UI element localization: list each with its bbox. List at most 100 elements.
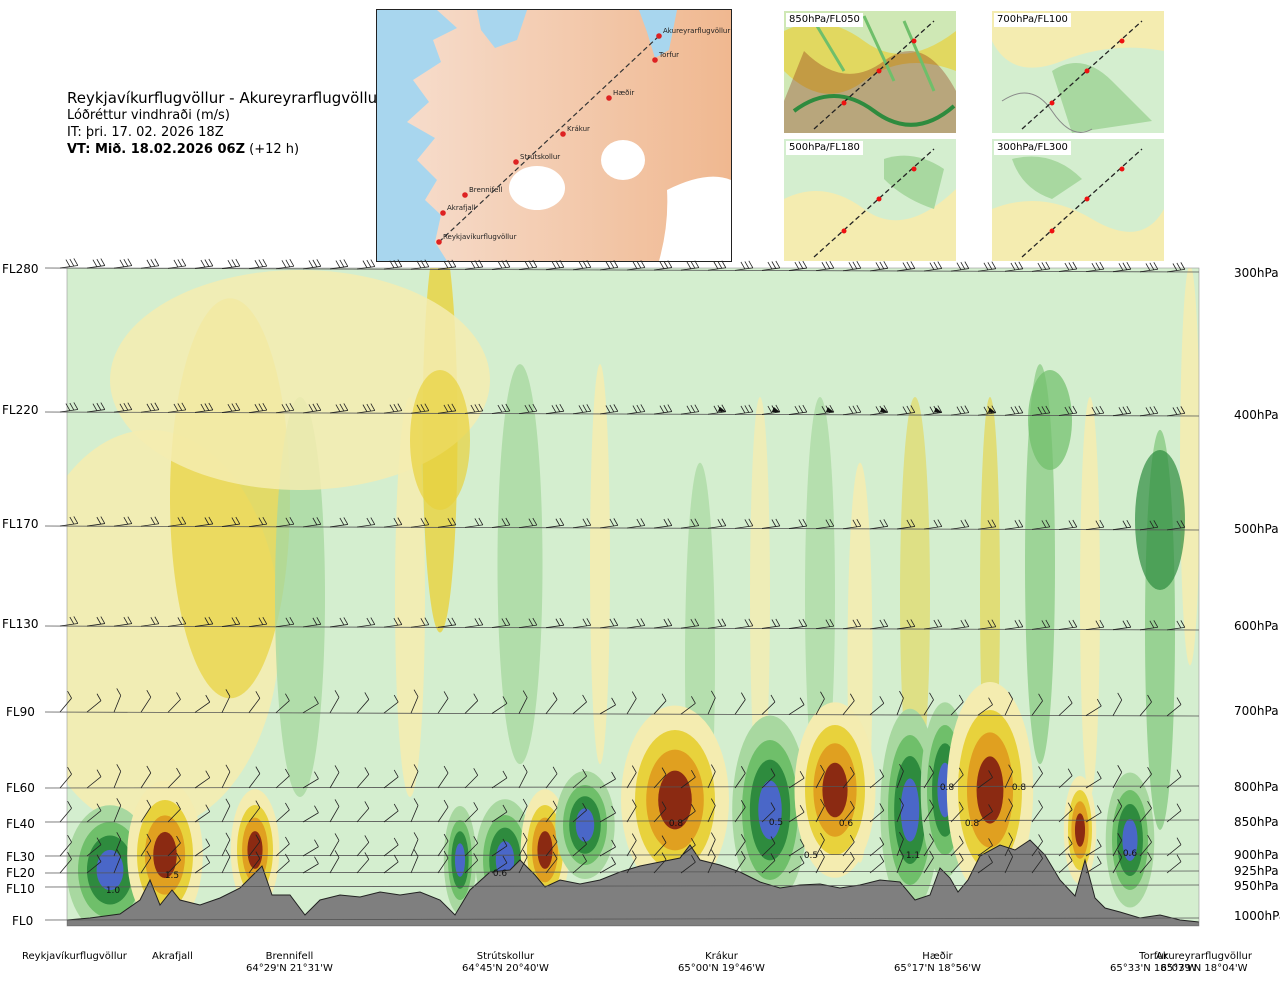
valid-time-main: VT: Mið. 18.02.2026 06Z: [67, 142, 246, 157]
wind-barb: [194, 516, 214, 527]
wind-barb: [356, 767, 370, 789]
wind-barb: [140, 799, 152, 823]
wind-barb: [653, 618, 673, 629]
wind-barb: [1031, 766, 1043, 789]
hpa-label-400: 400hPa: [1234, 408, 1279, 422]
contour-band: [110, 270, 490, 490]
wind-barb: [869, 854, 885, 874]
wind-barb: [194, 694, 211, 713]
wind-barb: [437, 259, 457, 270]
wind-barb: [113, 688, 122, 713]
wind-barb: [329, 517, 349, 528]
wind-barb: [194, 770, 211, 789]
wind-barb: [761, 853, 776, 874]
wind-barb: [923, 850, 934, 874]
wind-barb: [896, 797, 904, 823]
location-coords: 65°33'N 18°07'W: [1110, 963, 1197, 974]
wind-barb: [464, 836, 479, 857]
contour-band: [750, 397, 770, 797]
wind-barb: [518, 832, 528, 857]
wind-barb: [491, 403, 511, 414]
wind-barb: [761, 802, 776, 823]
waypoint-label: Akureyrarflugvöllur: [663, 27, 730, 35]
wind-barb: [383, 769, 399, 789]
wind-barb: [275, 693, 290, 714]
wind-barb: [275, 802, 290, 823]
map-waypoint: Hæðir: [606, 89, 634, 101]
location-coords: 65°17'N 18°56'W: [894, 963, 981, 974]
wind-barb: [1031, 519, 1051, 530]
wind-barb: [167, 258, 187, 269]
wind-barb: [113, 258, 133, 269]
location-strutskollur: Strútskollur 64°45'N 20°40'W: [462, 951, 549, 975]
wind-barb: [1031, 851, 1043, 874]
wind-barb: [86, 516, 106, 527]
contour-band: [1028, 370, 1072, 470]
wind-barb: [599, 618, 619, 629]
wind-barb: [815, 260, 835, 272]
wind-barb: [950, 405, 970, 416]
issue-time: IT: þri. 17. 02. 2026 18Z: [67, 125, 224, 140]
wind-barb: [518, 764, 528, 789]
wind-barb: [1139, 620, 1159, 631]
wind-barb: [761, 260, 781, 271]
contour-value-label: 0.6: [839, 819, 854, 829]
wind-barb: [923, 261, 943, 272]
wind-barb: [194, 402, 214, 413]
wind-barb: [707, 618, 727, 629]
wind-barb: [383, 694, 399, 714]
wave-cell: [880, 708, 940, 912]
variable-label: Lóðréttur vindhraði (m/s): [67, 108, 230, 123]
wind-barb: [275, 259, 295, 270]
wind-barb: [86, 854, 102, 874]
fl-label-220: FL220: [2, 403, 39, 417]
land-area: [407, 10, 731, 261]
wind-barb: [518, 259, 538, 270]
cell-contour: [822, 762, 848, 818]
wind-barb: [491, 617, 511, 628]
wind-barb: [707, 260, 727, 271]
wind-barb: [896, 405, 916, 416]
wind-barb: [437, 403, 457, 414]
wind-barb: [923, 692, 934, 716]
wind-barb: [896, 763, 904, 789]
waypoint-marker: [440, 210, 446, 216]
inset-850hpa: 850hPa/FL050: [784, 11, 956, 133]
wind-barb: [491, 804, 508, 823]
waypoint-label: Torfur: [658, 51, 679, 59]
wind-barb: [977, 697, 993, 716]
pressure-level-line: [44, 884, 1200, 888]
inset-label-700: 700hPa/FL100: [994, 13, 1071, 27]
wind-barb: [302, 517, 322, 528]
wind-barb: [653, 852, 667, 874]
contour-band: [497, 364, 543, 765]
wind-barb: [1031, 261, 1051, 272]
wind-barb: [167, 852, 181, 874]
wind-barb: [86, 616, 106, 627]
wind-barb: [788, 838, 805, 857]
wind-barb: [572, 768, 587, 789]
wind-barb: [626, 618, 646, 629]
wind-barb: [275, 517, 295, 528]
wind-barb: [329, 833, 340, 857]
wind-barb: [302, 617, 322, 628]
wind-barb: [599, 839, 616, 857]
wind-barb: [383, 837, 399, 857]
wind-barb: [410, 798, 419, 823]
wind-barb: [113, 402, 133, 413]
wind-barb: [815, 764, 825, 789]
wind-barb: [653, 404, 673, 415]
hpa-label-900: 900hPa: [1234, 848, 1279, 862]
wind-barb: [383, 403, 403, 414]
location-haedir: Hæðir 65°17'N 18°56'W: [894, 951, 981, 975]
wind-barb: [1085, 771, 1102, 789]
wind-barb: [761, 518, 781, 529]
wind-barb: [1085, 839, 1102, 857]
wind-barb: [950, 852, 964, 874]
wind-barb: [626, 799, 637, 823]
wind-barb: [1166, 520, 1186, 531]
wind-barb: [734, 260, 754, 271]
contour-band: [1135, 450, 1185, 590]
contour-value-label: 0.8: [940, 783, 955, 793]
wind-barb: [194, 804, 211, 823]
